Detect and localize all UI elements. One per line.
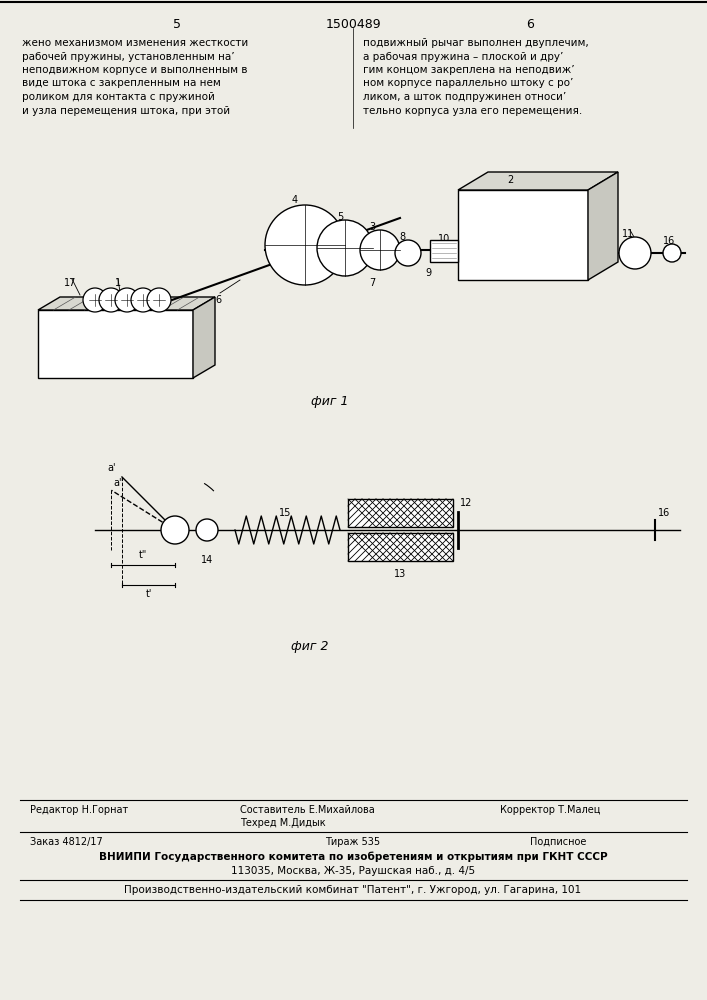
Text: ном корпусе параллельно штоку с ро’: ном корпусе параллельно штоку с ро’: [363, 79, 573, 89]
Text: t": t": [139, 550, 147, 560]
Circle shape: [131, 288, 155, 312]
Circle shape: [663, 244, 681, 262]
Text: Заказ 4812/17: Заказ 4812/17: [30, 837, 103, 847]
Circle shape: [99, 288, 123, 312]
Text: жено механизмом изменения жесткости: жено механизмом изменения жесткости: [22, 38, 248, 48]
Text: а рабочая пружина – плоской и дру’: а рабочая пружина – плоской и дру’: [363, 51, 563, 62]
Text: 7: 7: [369, 278, 375, 288]
Circle shape: [619, 237, 651, 269]
Text: подвижный рычаг выполнен двуплечим,: подвижный рычаг выполнен двуплечим,: [363, 38, 589, 48]
Polygon shape: [38, 297, 215, 310]
Text: 17: 17: [64, 278, 76, 288]
Text: 6: 6: [526, 18, 534, 31]
Text: виде штока с закрепленным на нем: виде штока с закрепленным на нем: [22, 79, 221, 89]
Circle shape: [395, 240, 421, 266]
Text: 3: 3: [369, 222, 375, 232]
Text: тельно корпуса узла его перемещения.: тельно корпуса узла его перемещения.: [363, 105, 583, 115]
Circle shape: [265, 205, 345, 285]
Text: неподвижном корпусе и выполненным в: неподвижном корпусе и выполненным в: [22, 65, 247, 75]
Text: 2: 2: [507, 175, 513, 185]
Circle shape: [147, 288, 171, 312]
Text: 13: 13: [395, 569, 407, 579]
Circle shape: [115, 288, 139, 312]
Circle shape: [83, 288, 107, 312]
Circle shape: [360, 230, 400, 270]
Bar: [348, 533, 453, 561]
Text: фиг 1: фиг 1: [311, 395, 349, 408]
Text: Корректор Т.Малец: Корректор Т.Малец: [500, 805, 600, 815]
Text: 12: 12: [460, 498, 472, 508]
Text: 8: 8: [399, 232, 405, 242]
Text: 16: 16: [663, 236, 675, 246]
Text: 5: 5: [173, 18, 181, 31]
Text: t': t': [146, 589, 152, 599]
Text: ликом, а шток подпружинен относи’: ликом, а шток подпружинен относи’: [363, 92, 566, 102]
Text: Подписное: Подписное: [530, 837, 586, 847]
Text: гим концом закреплена на неподвиж’: гим концом закреплена на неподвиж’: [363, 65, 575, 75]
Bar: [430, 240, 458, 262]
Text: 14: 14: [201, 555, 213, 565]
Polygon shape: [458, 190, 588, 280]
Text: 4: 4: [292, 195, 298, 205]
Text: 10: 10: [438, 234, 450, 244]
Text: 113035, Москва, Ж-35, Раушская наб., д. 4/5: 113035, Москва, Ж-35, Раушская наб., д. …: [231, 866, 475, 876]
Text: 11: 11: [622, 229, 634, 239]
Text: рабочей пружины, установленным на’: рабочей пружины, установленным на’: [22, 51, 235, 62]
Text: 1500489: 1500489: [325, 18, 381, 31]
Text: 16: 16: [658, 508, 670, 518]
Text: Производственно-издательский комбинат "Патент", г. Ужгород, ул. Гагарина, 101: Производственно-издательский комбинат "П…: [124, 885, 582, 895]
Text: роликом для контакта с пружиной: роликом для контакта с пружиной: [22, 92, 215, 102]
Text: a': a': [107, 463, 116, 473]
Text: 15: 15: [279, 508, 291, 518]
Text: Редактор Н.Горнат: Редактор Н.Горнат: [30, 805, 128, 815]
Circle shape: [161, 516, 189, 544]
Polygon shape: [38, 310, 193, 378]
Text: фиг 2: фиг 2: [291, 640, 329, 653]
Text: и узла перемещения штока, при этой: и узла перемещения штока, при этой: [22, 105, 230, 115]
Text: ВНИИПИ Государственного комитета по изобретениям и открытиям при ГКНТ СССР: ВНИИПИ Государственного комитета по изоб…: [99, 852, 607, 862]
Text: 1: 1: [115, 278, 121, 288]
Circle shape: [196, 519, 218, 541]
Text: 9: 9: [425, 268, 431, 278]
Text: 5: 5: [337, 212, 343, 222]
Text: 6: 6: [215, 295, 221, 305]
Text: Составитель Е.Михайлова: Составитель Е.Михайлова: [240, 805, 375, 815]
Bar: [348, 499, 453, 527]
Circle shape: [317, 220, 373, 276]
Text: a": a": [113, 478, 124, 488]
Polygon shape: [458, 172, 618, 190]
Polygon shape: [193, 297, 215, 378]
Text: Тираж 535: Тираж 535: [325, 837, 380, 847]
Text: Техред М.Дидык: Техред М.Дидык: [240, 818, 326, 828]
Polygon shape: [588, 172, 618, 280]
